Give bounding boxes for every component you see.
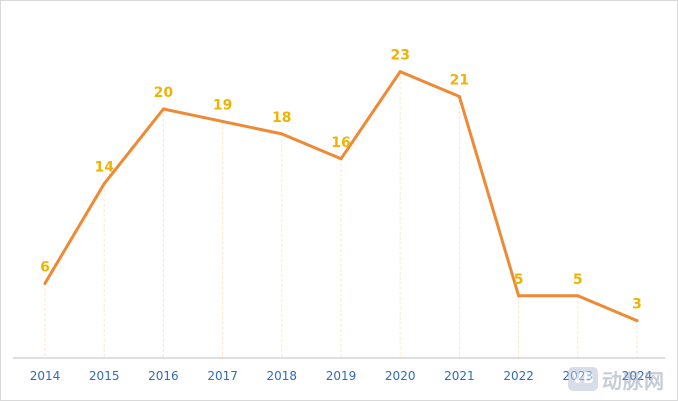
x-tick-label-2019: 2019: [326, 369, 357, 383]
data-point-2017: [221, 119, 225, 123]
data-label-2019: 16: [331, 135, 350, 151]
x-tick-label-2016: 2016: [148, 369, 179, 383]
data-label-2020: 23: [390, 48, 409, 64]
data-label-2016: 20: [154, 85, 174, 101]
data-label-2017: 19: [213, 97, 232, 113]
watermark-logo-icon: VB: [568, 367, 598, 391]
data-point-2018: [280, 132, 284, 136]
data-label-2014: 6: [40, 259, 50, 275]
x-tick-label-2017: 2017: [207, 369, 238, 383]
data-point-2022: [517, 294, 521, 298]
x-tick-label-2015: 2015: [89, 369, 120, 383]
data-point-2014: [43, 281, 47, 285]
watermark: VB 动脉网: [568, 366, 665, 393]
x-tick-label-2022: 2022: [503, 369, 534, 383]
data-point-2023: [576, 294, 580, 298]
data-point-2015: [102, 182, 106, 186]
x-tick-label-2014: 2014: [30, 369, 61, 383]
data-label-2024: 3: [632, 297, 642, 313]
x-tick-label-2020: 2020: [385, 369, 416, 383]
data-point-2024: [635, 319, 639, 323]
x-tick-label-2018: 2018: [267, 369, 298, 383]
data-label-2015: 14: [94, 160, 114, 176]
data-point-2019: [339, 157, 343, 161]
x-tick-label-2024: 2024: [622, 369, 653, 383]
data-label-2018: 18: [272, 110, 291, 126]
data-point-2016: [161, 107, 165, 111]
watermark-text: 动脉网: [602, 368, 665, 393]
data-label-2022: 5: [514, 272, 524, 288]
data-point-2021: [457, 95, 461, 99]
data-label-2023: 5: [573, 272, 583, 288]
x-tick-label-2021: 2021: [444, 369, 475, 383]
data-point-2020: [398, 70, 402, 74]
data-label-2021: 21: [450, 73, 469, 89]
